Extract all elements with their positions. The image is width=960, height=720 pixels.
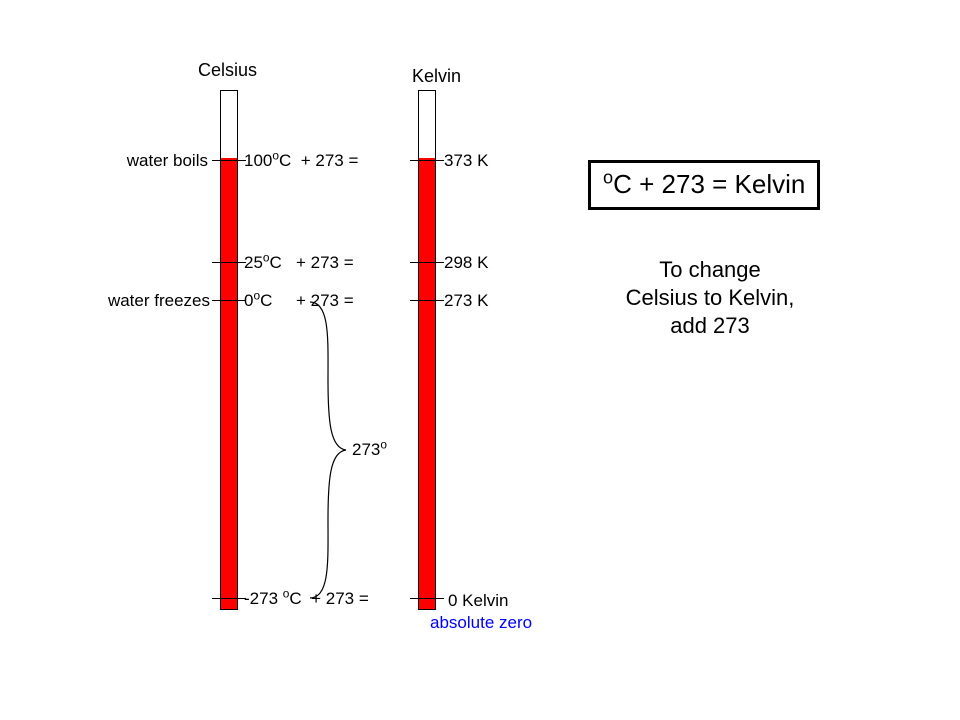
celsius-heading: Celsius	[198, 60, 257, 81]
celsius-tick-boils	[212, 160, 246, 161]
celsius-label-boils: 100oC + 273 =	[244, 152, 358, 169]
formula-box: oC + 273 = Kelvin	[588, 160, 820, 210]
celsius-tick-freezes	[212, 300, 246, 301]
celsius-label-25: 25oC + 273 =	[244, 254, 354, 271]
absolute-zero-label: absolute zero	[430, 614, 532, 631]
kelvin-tick-25	[410, 262, 444, 263]
kelvin-thermometer	[418, 90, 436, 610]
celsius-tick-25	[212, 262, 246, 263]
kelvin-heading: Kelvin	[412, 66, 461, 87]
celsius-thermometer	[220, 90, 238, 610]
brace-label: 273o	[352, 440, 387, 460]
kelvin-label-freezes: 273 K	[444, 292, 488, 309]
kelvin-tick-freezes	[410, 300, 444, 301]
kelvin-tick-boils	[410, 160, 444, 161]
kelvin-tick-abszero	[410, 598, 444, 599]
label-water-freezes: water freezes	[90, 292, 210, 309]
instruction-text: To change Celsius to Kelvin, add 273	[600, 256, 820, 340]
kelvin-mercury	[419, 158, 435, 609]
kelvin-label-boils: 373 K	[444, 152, 488, 169]
kelvin-label-abszero: 0 Kelvin	[448, 592, 508, 609]
celsius-tick-abszero	[212, 598, 246, 599]
label-water-boils: water boils	[108, 152, 208, 169]
celsius-mercury	[221, 158, 237, 609]
brace-icon	[300, 300, 350, 600]
diagram-stage: Celsius Kelvin water boils water freezes…	[0, 0, 960, 720]
kelvin-label-25: 298 K	[444, 254, 488, 271]
